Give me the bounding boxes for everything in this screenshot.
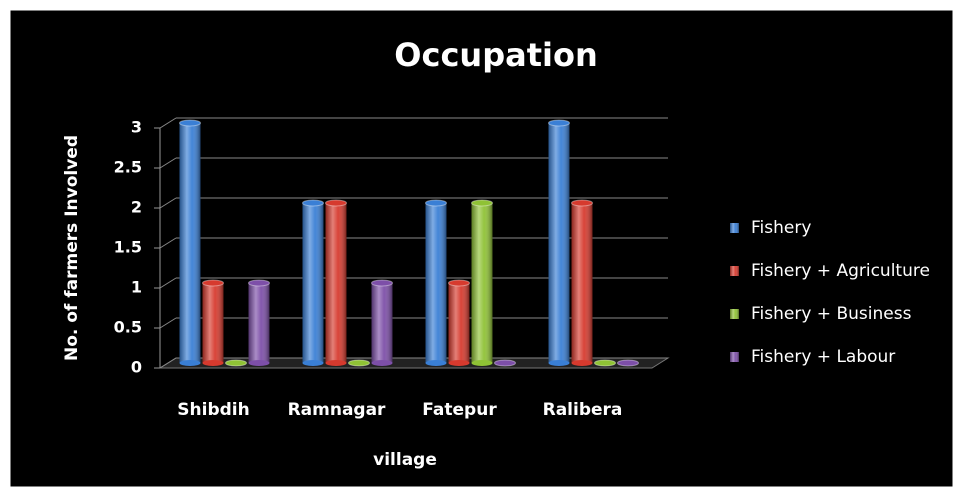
bar-base	[425, 360, 447, 366]
bar-shine	[302, 203, 324, 363]
x-tick-label: Ramnagar	[288, 400, 386, 420]
bar-shine	[571, 203, 593, 363]
bar-base	[248, 360, 270, 366]
bar-shine	[448, 283, 470, 363]
legend-swatch-shine	[730, 352, 739, 362]
bar-base	[548, 360, 570, 366]
x-tick-label: Ralibera	[543, 400, 623, 420]
y-tick-label: 0.5	[114, 318, 142, 337]
y-tick-label: 1	[131, 278, 142, 297]
y-tick-label: 1.5	[114, 238, 142, 257]
bar-shine	[371, 283, 393, 363]
bar-cap	[548, 119, 570, 127]
grid-line	[159, 277, 177, 289]
bar-cap	[594, 359, 616, 367]
bar-base	[302, 360, 324, 366]
bar-base	[471, 360, 493, 366]
bar-cap	[448, 279, 470, 287]
grid-line	[159, 197, 177, 209]
bar-cap	[571, 199, 593, 207]
bar-shine	[202, 283, 224, 363]
legend-swatch-shine	[730, 266, 739, 276]
bar-cap	[202, 279, 224, 287]
bar-cap	[225, 359, 247, 367]
grid-line	[159, 317, 177, 329]
bar-base	[571, 360, 593, 366]
y-tick-label: 0	[131, 358, 142, 377]
bar-cap	[248, 279, 270, 287]
bar-cap	[179, 119, 201, 127]
y-tick-label: 2	[131, 198, 142, 217]
bar-cap	[325, 199, 347, 207]
bar-base	[448, 360, 470, 366]
grid-line	[159, 157, 177, 169]
legend-swatch-shine	[730, 309, 739, 319]
bar-base	[202, 360, 224, 366]
bar-cap	[302, 199, 324, 207]
chart-title: Occupation	[394, 36, 597, 74]
grid-line	[159, 117, 177, 129]
y-tick-label: 3	[131, 118, 142, 137]
y-axis-label: No. of farmers Involved	[62, 135, 82, 361]
bar-cap	[425, 199, 447, 207]
legend-label: Fishery	[751, 218, 811, 238]
legend-swatch-shine	[730, 223, 739, 233]
bar-cap	[371, 279, 393, 287]
bar-shine	[325, 203, 347, 363]
bar-base	[371, 360, 393, 366]
bar-cap	[617, 359, 639, 367]
bar-shine	[179, 123, 201, 363]
bar-shine	[471, 203, 493, 363]
grid-line	[159, 237, 177, 249]
bar-cap	[348, 359, 370, 367]
bar-cap	[494, 359, 516, 367]
bar-shine	[248, 283, 270, 363]
legend-label: Fishery + Agriculture	[751, 261, 930, 281]
bar-base	[325, 360, 347, 366]
bar-cap	[471, 199, 493, 207]
bar-shine	[425, 203, 447, 363]
bar-base	[179, 360, 201, 366]
grid-line	[159, 357, 177, 369]
legend-label: Fishery + Labour	[751, 347, 895, 367]
bar-shine	[548, 123, 570, 363]
x-tick-label: Fatepur	[422, 400, 497, 420]
x-axis-label: village	[373, 450, 437, 470]
legend-label: Fishery + Business	[751, 304, 912, 324]
y-tick-label: 2.5	[114, 158, 142, 177]
x-tick-label: Shibdih	[177, 400, 249, 420]
